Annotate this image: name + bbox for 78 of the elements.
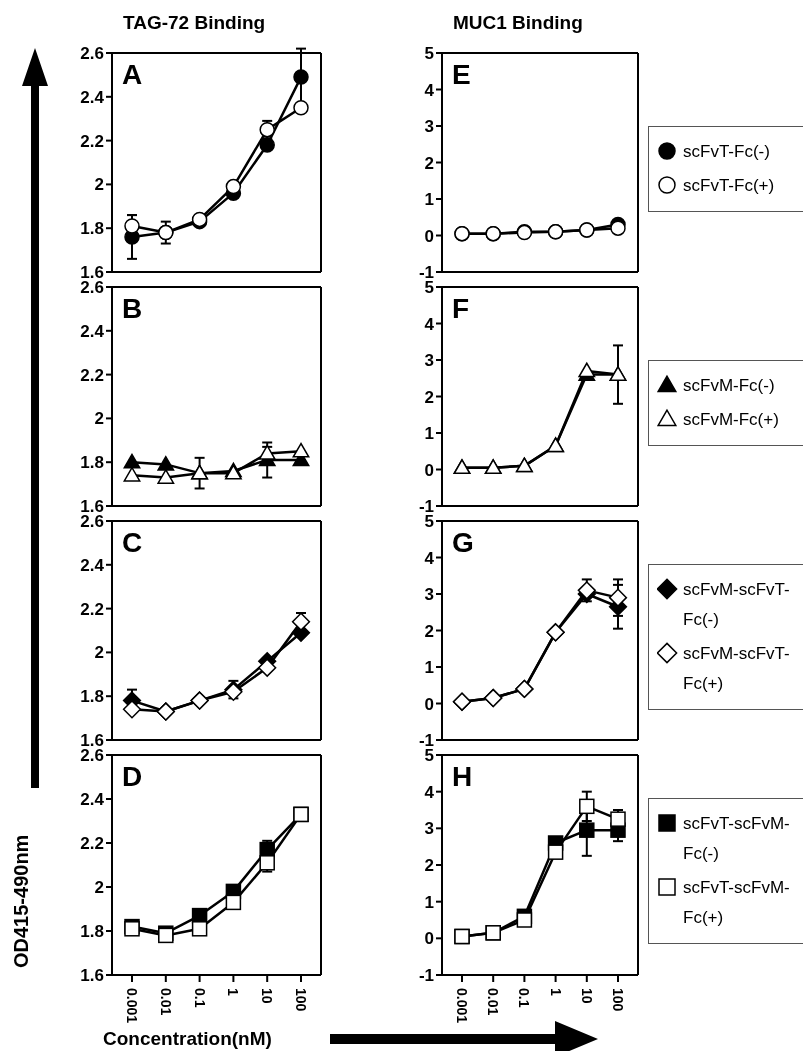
annotation: H	[452, 761, 473, 792]
y-tick-label: 2	[94, 175, 104, 195]
y-tick-label: 2	[424, 153, 434, 173]
x-tick-label: 0.001	[124, 988, 140, 1024]
y-tick-label: 1	[424, 658, 434, 678]
y-tick-label: 0	[424, 694, 434, 714]
y-tick-label: 1.6	[80, 966, 104, 986]
legend-label: scFvM-Fc(-)	[683, 375, 775, 397]
y-tick-label: 2.2	[80, 131, 104, 151]
y-tick-label: 2.6	[80, 278, 104, 298]
y-tick-label: 0	[424, 460, 434, 480]
x-tick-label: 10	[259, 988, 276, 1004]
y-tick-label: 1.8	[80, 453, 104, 473]
y-tick-label: 2.6	[80, 746, 104, 766]
y-tick-label: 3	[424, 117, 434, 137]
y-tick-label: 4	[424, 314, 435, 334]
y-tick-label: 2.6	[80, 512, 104, 532]
y-tick-label: -1	[418, 966, 434, 986]
legend-label: scFvT-Fc(+)	[683, 175, 775, 197]
y-tick-label: 2	[424, 621, 434, 641]
annotation: F	[452, 293, 470, 324]
chart-title: TAG-72 Binding	[123, 12, 266, 34]
y-tick-label: 4	[424, 782, 435, 802]
x-tick-label: 0.1	[191, 988, 208, 1008]
x-tick-label: 0.001	[454, 988, 470, 1024]
y-tick-label: 4	[424, 80, 435, 100]
y-tick-label: 5	[424, 44, 434, 64]
x-tick-label: 0.1	[516, 988, 533, 1008]
y-tick-label: 2.2	[80, 365, 104, 385]
y-tick-label: 2.6	[80, 44, 104, 64]
y-tick-label: 3	[424, 585, 434, 605]
y-tick-label: 3	[424, 819, 434, 839]
x-axis-title: Concentration(nM)	[103, 1028, 272, 1050]
legend-label: scFvM-scFvT-Fc(+)	[683, 643, 791, 695]
legend-label: scFvM-scFvT-Fc(-)	[683, 579, 791, 631]
annotation: G	[452, 527, 474, 558]
y-tick-label: 2.4	[80, 321, 105, 341]
y-tick-label: 4	[424, 548, 435, 568]
y-tick-label: 5	[424, 746, 434, 766]
annotation: E	[452, 59, 471, 90]
legend-label: scFvM-Fc(+)	[683, 409, 779, 431]
y-tick-label: 2	[94, 409, 104, 429]
annotation: B	[122, 293, 143, 324]
y-tick-label: 1.8	[80, 922, 104, 942]
y-tick-label: 5	[424, 278, 434, 298]
y-tick-label: 0	[424, 226, 434, 246]
x-tick-label: 100	[293, 988, 309, 1012]
legend-label: scFvT-Fc(-)	[683, 141, 770, 163]
y-tick-label: 3	[424, 351, 434, 371]
y-tick-label: 5	[424, 512, 434, 532]
y-tick-label: 2	[424, 856, 434, 876]
y-tick-label: 2.4	[80, 555, 105, 575]
x-tick-label: 100	[610, 988, 626, 1012]
y-tick-label: 1.8	[80, 687, 104, 707]
y-tick-label: 2.4	[80, 87, 105, 107]
y-tick-label: 2.4	[80, 790, 105, 810]
legend-label: scFvT-scFvM-Fc(+)	[683, 877, 791, 929]
legend-label: scFvT-scFvM-Fc(-)	[683, 813, 791, 865]
x-tick-label: 0.01	[485, 988, 502, 1016]
annotation: D	[122, 761, 143, 792]
y-tick-label: 1	[424, 424, 434, 444]
x-tick-label: 1	[225, 988, 242, 996]
y-tick-label: 2	[424, 387, 434, 407]
chart-title: MUC1 Binding	[453, 12, 583, 34]
y-tick-label: 1	[424, 190, 434, 210]
y-tick-label: 2	[94, 643, 104, 663]
y-tick-label: 0	[424, 929, 434, 949]
x-tick-label: 10	[578, 988, 595, 1004]
y-tick-label: 2.2	[80, 599, 104, 619]
y-tick-label: 2.2	[80, 834, 104, 854]
y-tick-label: 2	[94, 878, 104, 898]
x-tick-label: 0.01	[157, 988, 174, 1016]
annotation: C	[122, 527, 143, 558]
y-axis-title: OD415-490nm	[10, 834, 33, 968]
annotation: A	[122, 59, 143, 90]
x-tick-label: 1	[547, 988, 564, 996]
y-tick-label: 1	[424, 892, 434, 912]
y-tick-label: 1.8	[80, 219, 104, 239]
